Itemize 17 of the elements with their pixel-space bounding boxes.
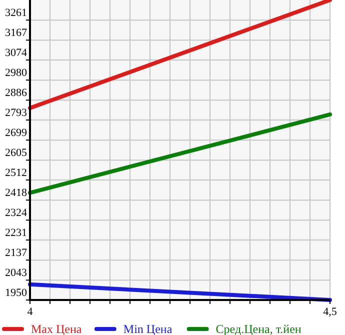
y-tick-label: 2793 (5, 107, 28, 119)
y-tick-label: 3074 (5, 47, 28, 59)
y-tick-label: 1950 (5, 287, 28, 299)
x-tick-label: 4,5 (323, 306, 338, 318)
y-tick-label: 2886 (5, 87, 28, 100)
y-tick-label: 2324 (5, 207, 28, 220)
y-tick-label: 2137 (5, 247, 28, 260)
y-tick-label: 2980 (5, 67, 28, 80)
y-tick-label: 2605 (5, 147, 28, 160)
y-tick-label: 3167 (5, 27, 28, 40)
y-tick-label: 3261 (5, 7, 27, 20)
y-tick-label: 2699 (5, 127, 28, 140)
y-tick-label: 2418 (5, 187, 28, 200)
y-tick-label: 2231 (5, 227, 27, 239)
x-tick-label: 4 (27, 306, 34, 318)
y-tick-label: 2512 (5, 167, 27, 179)
y-tick-label: 2043 (5, 267, 28, 280)
